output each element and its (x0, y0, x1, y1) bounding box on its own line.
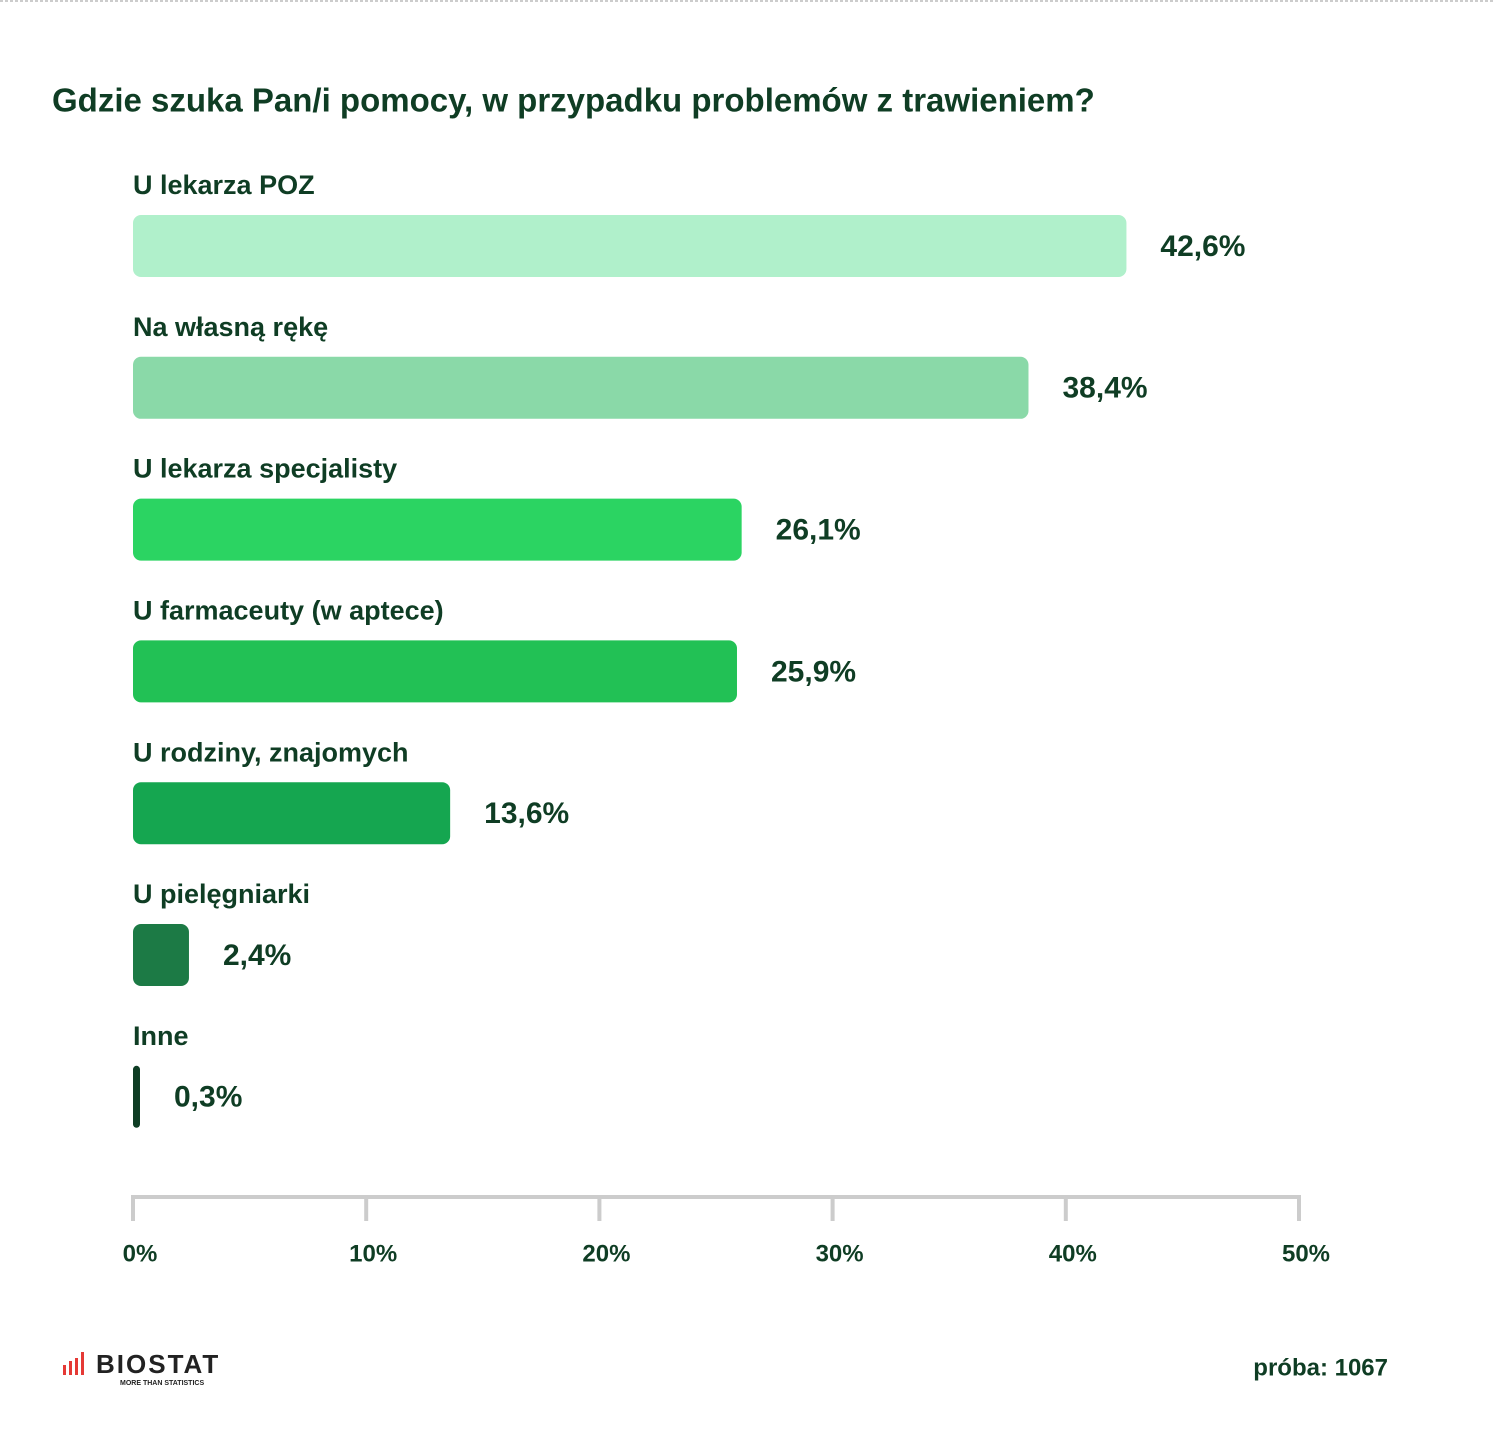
category-label: U lekarza specjalisty (133, 454, 397, 484)
value-label: 13,6% (484, 797, 569, 830)
bar (133, 215, 1127, 277)
category-label: Na własną rękę (133, 312, 328, 342)
chart-title: Gdzie szuka Pan/i pomocy, w przypadku pr… (52, 82, 1095, 119)
category-label: U rodziny, znajomych (133, 737, 409, 767)
value-label: 2,4% (223, 939, 291, 972)
value-label: 38,4% (1062, 372, 1147, 405)
category-label: Inne (133, 1021, 189, 1051)
bar (133, 498, 742, 561)
value-label: 42,6% (1160, 230, 1245, 263)
bar (133, 924, 189, 986)
value-label: 0,3% (174, 1081, 242, 1114)
bar (133, 782, 451, 845)
sample-size: próba: 1067 (1253, 1354, 1388, 1381)
category-label: U lekarza POZ (133, 170, 315, 200)
value-label: 25,9% (771, 655, 856, 688)
x-tick-label: 30% (816, 1240, 864, 1267)
category-label: U farmaceuty (w aptece) (133, 596, 444, 626)
category-label: U pielęgniarki (133, 879, 310, 909)
x-tick-label: 20% (582, 1240, 630, 1267)
bar (133, 640, 737, 703)
x-tick-label: 40% (1049, 1240, 1097, 1267)
bar (133, 1065, 140, 1128)
value-label: 26,1% (776, 514, 861, 547)
x-tick-label: 10% (349, 1240, 397, 1267)
logo-name: BIOSTAT (96, 1349, 220, 1379)
logo-icon (81, 1352, 84, 1375)
logo-icon (69, 1361, 72, 1375)
bar (133, 356, 1029, 419)
x-tick-label: 50% (1282, 1240, 1330, 1267)
logo-tagline: MORE THAN STATISTICS (120, 1380, 204, 1387)
logo: BIOSTAT MORE THAN STATISTICS (63, 1349, 220, 1387)
logo-icon (63, 1365, 66, 1375)
x-tick-label: 0% (123, 1240, 158, 1267)
logo-icon (75, 1358, 78, 1375)
